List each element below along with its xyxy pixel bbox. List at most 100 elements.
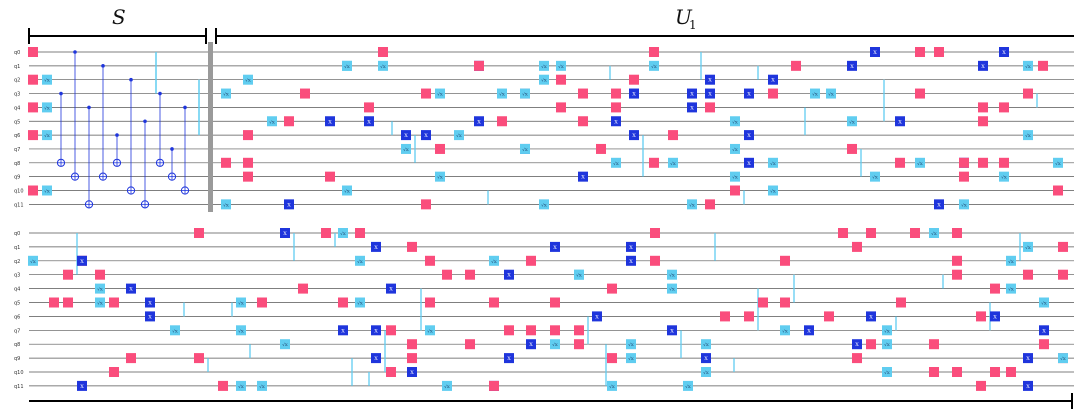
rz-gate [952, 255, 962, 266]
gate-label: √X [437, 175, 443, 180]
rz-gate [386, 325, 396, 336]
x-gate [504, 353, 514, 364]
x-gate [978, 60, 988, 71]
gate-label: X [553, 245, 557, 251]
rz-gate [910, 228, 920, 238]
gate-label: √X [1025, 245, 1031, 250]
x-gate [1039, 325, 1049, 336]
gate-label: √X [782, 328, 788, 333]
sx-gate [257, 380, 267, 391]
gate-label: √X [1001, 175, 1007, 180]
gate-label: √X [670, 161, 676, 166]
gate-label: X [410, 370, 414, 376]
gate-label: √X [541, 202, 547, 207]
control-dot [87, 105, 91, 110]
rz-gate [109, 367, 119, 377]
rz-gate [63, 297, 73, 308]
x-gate [474, 116, 484, 127]
gate-label: X [747, 92, 751, 98]
rz-gate [959, 171, 969, 182]
sx-gate [539, 74, 549, 85]
x-gate [280, 228, 290, 238]
qubit-label: q8 [14, 342, 20, 348]
sx-gate [847, 116, 857, 127]
sx-gate [338, 228, 348, 238]
stateprep-bracket [28, 28, 207, 44]
gate-label: √X [456, 133, 462, 138]
gate-label: X [581, 175, 585, 181]
x-gate [504, 269, 514, 280]
rz-gate [649, 47, 659, 57]
gate-label: √X [613, 161, 619, 166]
gate-label: √X [499, 92, 505, 97]
rz-gate [407, 353, 417, 364]
sx-gate [236, 297, 246, 308]
rz-gate [497, 116, 507, 127]
gate-label: X [148, 301, 152, 307]
sx-gate [687, 199, 697, 210]
rz-gate [489, 380, 499, 391]
gate-label: √X [97, 301, 103, 306]
qubit-label: q3 [14, 273, 20, 279]
rz-gate [49, 297, 59, 308]
sx-gate [626, 353, 636, 364]
rz-gate [526, 325, 536, 336]
gate-label: √X [884, 328, 890, 333]
qubit-label: q6 [14, 133, 20, 139]
rz-gate [574, 325, 584, 336]
sx-gate [378, 60, 388, 71]
gate-sequence: √X √X √X √X X X √X √X √X X √X X √X X √X √X √X X X √X X √X √X √X… [28, 47, 1068, 391]
sx-gate [425, 325, 435, 336]
x-gate [990, 311, 1000, 322]
gate-label: X [507, 273, 511, 279]
rz-gate [109, 297, 119, 308]
x-gate [338, 325, 348, 336]
gate-label: √X [223, 92, 229, 97]
rz-gate [1058, 241, 1068, 252]
rz-gate [838, 228, 848, 238]
sx-gate [42, 130, 52, 141]
qubit-label: q0 [14, 231, 20, 237]
rz-gate [852, 241, 862, 252]
gate-label: X [477, 119, 481, 125]
x-gate [126, 283, 136, 294]
rz-gate [243, 171, 253, 182]
x-gate [325, 116, 335, 127]
gate-label: √X [541, 78, 547, 83]
x-gate [768, 74, 778, 85]
gate-label: √X [340, 231, 346, 236]
gate-label: X [993, 314, 997, 320]
gate-label: X [670, 328, 674, 334]
rz-gate [556, 74, 566, 85]
sx-gate [435, 171, 445, 182]
stateprep-gates: √X √X √X √X [28, 47, 52, 196]
rz-gate [321, 228, 331, 238]
control-dot [115, 133, 119, 137]
gate-label: X [341, 328, 345, 334]
sx-gate [442, 380, 452, 391]
sx-gate [683, 380, 693, 391]
gate-label: √X [1008, 287, 1014, 292]
rz-gate [607, 283, 617, 294]
gate-label: X [328, 119, 332, 125]
control-dot [59, 91, 63, 96]
qubit-label: q4 [14, 105, 20, 111]
qubit-wires [29, 51, 1074, 387]
rz-gate [596, 143, 606, 154]
gate-label: √X [245, 78, 251, 83]
control-dot [101, 64, 105, 68]
gate-label: √X [444, 384, 450, 389]
x-gate [667, 325, 677, 336]
gate-label: X [148, 314, 152, 320]
qubit-label: q0 [14, 50, 20, 56]
control-dot [73, 50, 77, 54]
gate-label: √X [491, 259, 497, 264]
sx-gate [221, 88, 231, 99]
sx-gate [401, 143, 411, 154]
rz-gate [649, 157, 659, 168]
sx-gate [520, 88, 530, 99]
gate-label: X [374, 328, 378, 334]
sx-gate [882, 325, 892, 336]
gate-label: X [690, 105, 694, 111]
rz-gate [194, 353, 204, 364]
